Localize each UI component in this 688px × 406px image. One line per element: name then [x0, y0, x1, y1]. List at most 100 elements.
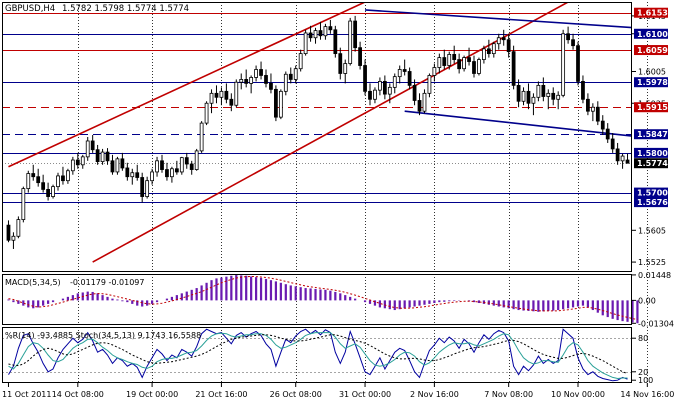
candle[interactable] [184, 152, 189, 169]
candle[interactable] [447, 51, 452, 70]
candle[interactable] [303, 29, 308, 56]
candle[interactable] [308, 25, 313, 42]
candle[interactable] [605, 123, 610, 143]
candle[interactable] [70, 156, 75, 175]
candle[interactable] [521, 87, 526, 106]
candle[interactable] [571, 33, 575, 50]
candle[interactable] [219, 87, 224, 106]
candle[interactable] [486, 39, 491, 58]
candle[interactable] [234, 79, 239, 108]
candle[interactable] [506, 33, 511, 58]
candle[interactable] [16, 216, 21, 239]
candle[interactable] [392, 73, 397, 94]
candle[interactable] [501, 29, 506, 46]
candle[interactable] [610, 133, 615, 153]
candle[interactable] [155, 156, 159, 177]
candle[interactable] [432, 63, 437, 82]
candle[interactable] [75, 152, 80, 169]
candle[interactable] [165, 162, 169, 181]
candle[interactable] [105, 148, 110, 165]
candle[interactable] [576, 41, 580, 86]
candle[interactable] [239, 73, 244, 90]
candle[interactable] [85, 137, 90, 161]
candle[interactable] [358, 41, 362, 70]
candle[interactable] [472, 55, 476, 78]
candle[interactable] [363, 59, 367, 96]
candle[interactable] [427, 73, 432, 98]
candle[interactable] [566, 26, 570, 44]
candle[interactable] [402, 59, 407, 76]
candle[interactable] [343, 59, 348, 84]
candle[interactable] [130, 168, 135, 185]
candle[interactable] [437, 53, 442, 74]
candle[interactable] [209, 89, 214, 114]
candle[interactable] [526, 83, 531, 110]
candle[interactable] [323, 23, 328, 40]
candle[interactable] [36, 168, 41, 187]
candle[interactable] [174, 160, 179, 175]
candle[interactable] [348, 17, 353, 66]
candle[interactable] [95, 144, 100, 165]
candle[interactable] [442, 49, 447, 70]
candle[interactable] [551, 87, 556, 106]
candle[interactable] [259, 61, 263, 80]
candle[interactable] [120, 152, 125, 171]
candle[interactable] [170, 166, 174, 183]
candle[interactable] [244, 69, 249, 88]
candle[interactable] [511, 45, 516, 90]
candle[interactable] [26, 170, 31, 193]
candle[interactable] [407, 67, 412, 90]
candle[interactable] [204, 101, 209, 126]
candle[interactable] [333, 25, 338, 58]
candle[interactable] [318, 21, 323, 40]
candle[interactable] [41, 174, 46, 193]
candle[interactable] [140, 172, 145, 203]
candle[interactable] [373, 87, 377, 104]
candle[interactable] [51, 184, 55, 199]
candle[interactable] [452, 45, 457, 64]
candle[interactable] [482, 45, 486, 64]
candle[interactable] [516, 79, 521, 108]
candle[interactable] [368, 83, 372, 106]
candle[interactable] [590, 103, 595, 122]
candle[interactable] [160, 154, 164, 173]
candle[interactable] [338, 47, 343, 80]
candle[interactable] [21, 186, 26, 223]
candle[interactable] [11, 232, 16, 249]
candle[interactable] [66, 168, 70, 184]
candle[interactable] [546, 89, 551, 110]
candle[interactable] [467, 47, 471, 66]
candle[interactable] [457, 53, 462, 74]
candle[interactable] [536, 81, 541, 102]
candle[interactable] [269, 73, 273, 94]
candle[interactable] [283, 71, 288, 96]
candle[interactable] [422, 89, 427, 114]
candle[interactable] [595, 101, 600, 126]
candle[interactable] [288, 67, 293, 84]
candle[interactable] [581, 75, 585, 104]
candle[interactable] [586, 93, 590, 116]
candle[interactable] [194, 148, 199, 171]
candle[interactable] [397, 65, 402, 84]
candle[interactable] [353, 15, 358, 52]
candle[interactable] [382, 75, 387, 100]
candle[interactable] [615, 142, 620, 165]
candle[interactable] [61, 166, 65, 185]
candle[interactable] [412, 79, 417, 106]
candle[interactable] [254, 65, 258, 82]
candle[interactable] [561, 29, 566, 98]
candle[interactable] [56, 172, 60, 191]
candle[interactable] [249, 75, 254, 94]
candle[interactable] [462, 55, 466, 72]
candle[interactable] [199, 121, 204, 153]
candle[interactable] [625, 153, 630, 164]
candle[interactable] [556, 91, 561, 110]
candle[interactable] [620, 153, 625, 169]
candle[interactable] [229, 93, 234, 112]
candle[interactable] [274, 85, 278, 122]
candle[interactable] [328, 19, 333, 34]
candle[interactable] [378, 77, 382, 96]
candle[interactable] [541, 77, 546, 102]
